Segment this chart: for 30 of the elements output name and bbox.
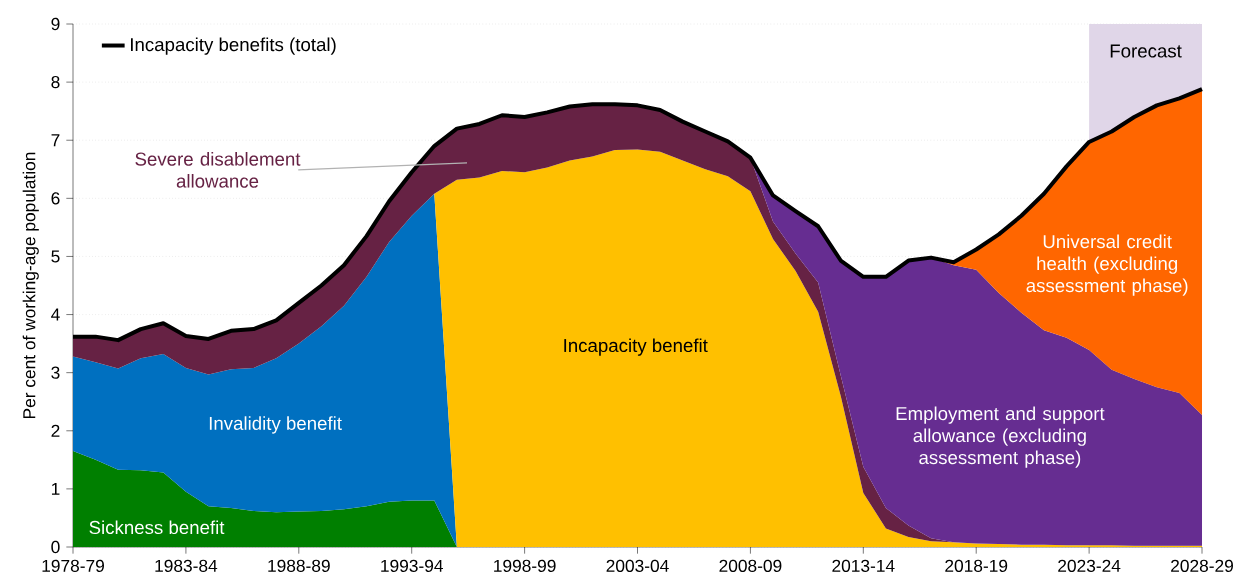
legend-label: Incapacity benefits (total) (131, 37, 336, 55)
x-tick-label: 1978-79 (42, 559, 104, 572)
x-tick-label: 2003-04 (606, 559, 669, 572)
x-tick-label: 2018-19 (945, 559, 1008, 572)
x-tick-label: 1988-89 (268, 559, 330, 572)
text: Severe disablement allowance (135, 152, 301, 188)
y-tick-label: 2 (51, 424, 60, 437)
x-tick-label: 2023-24 (1058, 559, 1121, 572)
y-tick-label: 8 (51, 75, 60, 89)
series-label: Universal credit health (excluding assessment phase) (1026, 234, 1188, 296)
x-tick-label: 1983-84 (155, 559, 218, 572)
y-axis-title: Per cent of working-age population (22, 152, 39, 419)
series-label: Invalidity benefit (209, 416, 342, 434)
x-tick-label: 1993-94 (381, 559, 443, 572)
x-tick-label: 2008-09 (719, 559, 782, 572)
x-tick-label: 2013-14 (832, 559, 895, 572)
series-label: Employment and support allowance (excluding assessment phase) (896, 406, 1105, 468)
y-tick-label: 9 (51, 17, 60, 31)
band-label: Forecast (1110, 44, 1182, 58)
y-tick-label: 7 (51, 134, 60, 147)
y-tick-label: 3 (51, 366, 60, 379)
series-label: Incapacity benefit (564, 338, 708, 356)
y-tick-label: 1 (51, 482, 60, 495)
x-tick-label: 2028-29 (1171, 559, 1233, 572)
x-tick-label: 1998-99 (494, 559, 556, 572)
y-tick-label: 0 (51, 540, 60, 554)
y-tick-label: 6 (51, 192, 60, 205)
series-label: Sickness benefit (89, 520, 225, 535)
y-tick-label: 4 (51, 308, 60, 321)
y-tick-label: 5 (51, 250, 60, 263)
